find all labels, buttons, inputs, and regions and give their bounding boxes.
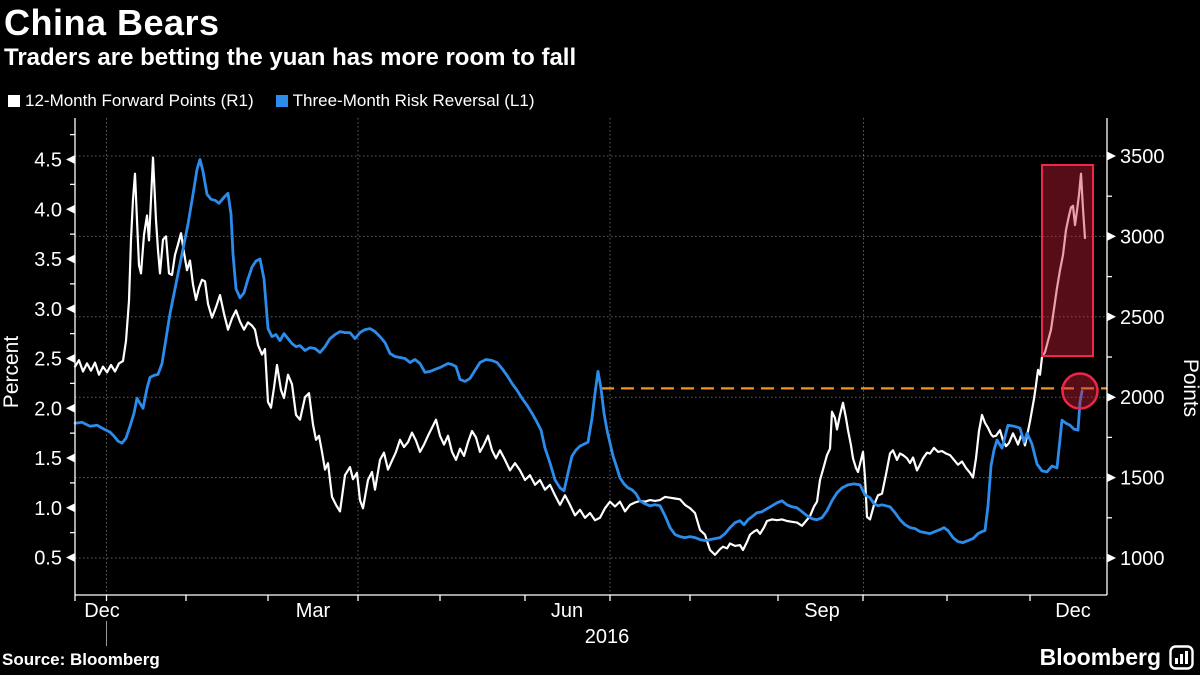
svg-text:Jun: Jun	[551, 600, 583, 622]
blue-series-swatch-icon	[275, 95, 288, 107]
legend-label: Three-Month Risk Reversal (L1)	[292, 91, 535, 110]
bloomberg-wordmark: Bloomberg	[1039, 644, 1161, 670]
svg-text:1500: 1500	[1120, 468, 1165, 490]
svg-text:2.0: 2.0	[34, 398, 62, 420]
legend-item-forward-points: 12-Month Forward Points (R1)	[8, 91, 254, 111]
svg-text:2.5: 2.5	[34, 349, 62, 371]
page-subtitle: Traders are betting the yuan has more ro…	[4, 44, 577, 71]
svg-text:3.5: 3.5	[34, 249, 62, 271]
svg-text:Mar: Mar	[296, 600, 331, 622]
svg-text:3.0: 3.0	[34, 299, 62, 321]
svg-text:4.0: 4.0	[34, 199, 62, 221]
legend-label: 12-Month Forward Points (R1)	[25, 91, 254, 110]
svg-text:3500: 3500	[1120, 146, 1165, 168]
svg-text:4.5: 4.5	[34, 150, 62, 172]
svg-text:Percent: Percent	[0, 336, 23, 409]
page-title: China Bears	[4, 2, 220, 43]
svg-text:Dec: Dec	[84, 600, 120, 622]
svg-text:1000: 1000	[1120, 548, 1165, 570]
bloomberg-logo: Bloomberg	[1040, 644, 1194, 671]
legend: 12-Month Forward Points (R1) Three-Month…	[8, 91, 557, 111]
source-attribution: Source: Bloomberg	[2, 650, 160, 669]
svg-text:3000: 3000	[1120, 226, 1165, 248]
svg-text:1.5: 1.5	[34, 448, 62, 470]
svg-text:Sep: Sep	[804, 600, 840, 622]
bloomberg-chart-icon	[1169, 645, 1194, 670]
svg-text:2000: 2000	[1120, 387, 1165, 409]
white-series-swatch-icon	[8, 95, 20, 107]
svg-text:2500: 2500	[1120, 307, 1165, 329]
svg-text:Points: Points	[1179, 359, 1200, 417]
svg-text:2016: 2016	[585, 626, 630, 648]
svg-text:Dec: Dec	[1055, 600, 1091, 622]
legend-item-risk-reversal: Three-Month Risk Reversal (L1)	[275, 91, 535, 111]
svg-text:0.5: 0.5	[34, 548, 62, 570]
svg-text:1.0: 1.0	[34, 498, 62, 520]
